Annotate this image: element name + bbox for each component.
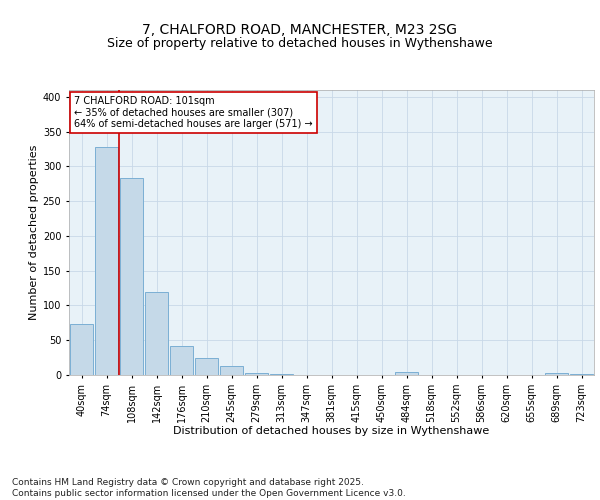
Text: 7 CHALFORD ROAD: 101sqm
← 35% of detached houses are smaller (307)
64% of semi-d: 7 CHALFORD ROAD: 101sqm ← 35% of detache… — [74, 96, 313, 129]
Bar — [120, 178, 143, 375]
Bar — [220, 366, 243, 375]
Bar — [245, 373, 268, 375]
Text: Contains HM Land Registry data © Crown copyright and database right 2025.
Contai: Contains HM Land Registry data © Crown c… — [12, 478, 406, 498]
Y-axis label: Number of detached properties: Number of detached properties — [29, 145, 38, 320]
Bar — [545, 373, 568, 375]
Bar — [195, 358, 218, 375]
X-axis label: Distribution of detached houses by size in Wythenshawe: Distribution of detached houses by size … — [173, 426, 490, 436]
Bar — [145, 292, 168, 375]
Bar — [95, 147, 118, 375]
Bar — [170, 346, 193, 375]
Bar — [395, 372, 418, 375]
Bar — [270, 374, 293, 375]
Bar — [70, 324, 93, 375]
Text: Size of property relative to detached houses in Wythenshawe: Size of property relative to detached ho… — [107, 38, 493, 51]
Bar — [570, 374, 593, 375]
Text: 7, CHALFORD ROAD, MANCHESTER, M23 2SG: 7, CHALFORD ROAD, MANCHESTER, M23 2SG — [143, 22, 458, 36]
